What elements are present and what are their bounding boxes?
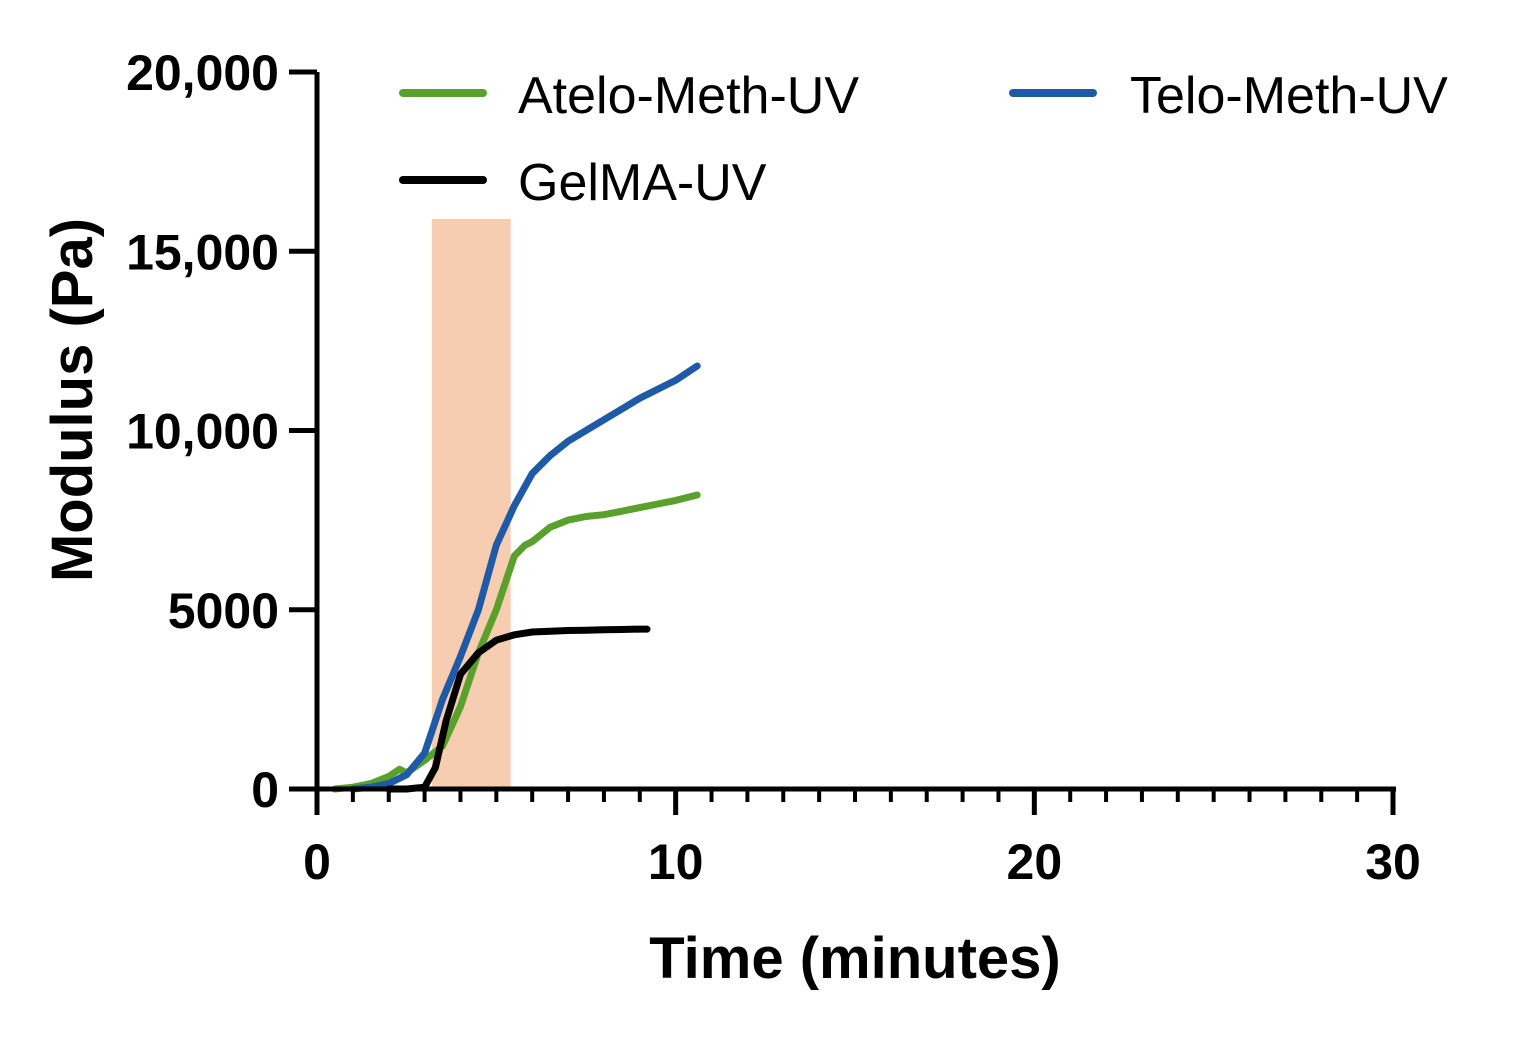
x-tick-label: 30 [1365, 834, 1421, 890]
x-tick-label: 20 [1007, 834, 1063, 890]
x-tick-label: 10 [648, 834, 704, 890]
y-tick-label: 0 [251, 762, 279, 818]
legend-label-gelma-uv: GelMA-UV [518, 154, 767, 212]
series-line-telo-meth-uv [349, 362, 701, 793]
x-tick-label: 0 [303, 834, 331, 890]
x-axis-title: Time (minutes) [649, 926, 1060, 991]
legend: Atelo-Meth-UV Telo-Meth-UV GelMA-UV [399, 67, 1448, 212]
series-line-gelma-uv [385, 625, 651, 793]
y-tick-label: 10,000 [126, 404, 279, 460]
y-tick-label: 5000 [168, 583, 279, 639]
series-layer [331, 362, 701, 793]
series-line-atelo-meth-uv [331, 491, 701, 793]
x-axis-ticks: 0 10 20 30 [303, 789, 1421, 890]
legend-label-atelo-meth-uv: Atelo-Meth-UV [518, 67, 859, 125]
y-axis-ticks: 0 5000 10,000 15,000 20,000 [126, 45, 317, 818]
axes: 0 10 20 30 0 5000 10,000 15,000 20,000 [126, 45, 1421, 890]
legend-label-telo-meth-uv: Telo-Meth-UV [1130, 67, 1448, 125]
y-axis-title: Modulus (Pa) [40, 218, 105, 582]
y-tick-label: 20,000 [126, 45, 279, 101]
y-tick-label: 15,000 [126, 224, 279, 280]
